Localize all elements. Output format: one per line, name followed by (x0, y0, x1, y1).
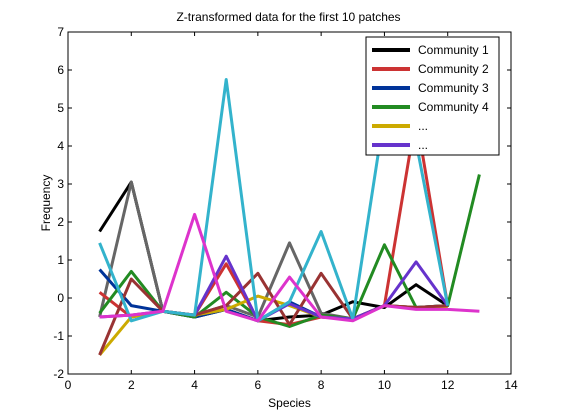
y-tick-label: -2 (53, 367, 64, 381)
legend-label: Community 1 (418, 43, 489, 57)
chart-title: Z-transformed data for the first 10 patc… (176, 10, 401, 24)
x-tick-label: 4 (191, 378, 198, 392)
y-tick-label: 5 (57, 101, 64, 115)
y-tick-label: 0 (57, 291, 64, 305)
legend-label: ... (418, 119, 428, 133)
y-tick-label: 6 (57, 63, 64, 77)
y-tick-label: 7 (57, 25, 64, 39)
legend-label: Community 2 (418, 62, 489, 76)
x-tick-label: 12 (441, 378, 455, 392)
x-tick-label: 2 (128, 378, 135, 392)
x-tick-label: 6 (255, 378, 262, 392)
y-tick-label: 2 (57, 215, 64, 229)
series-layer (98, 78, 481, 356)
series-line-10 (99, 212, 480, 323)
x-tick-label: 14 (504, 378, 518, 392)
legend-box (365, 36, 500, 156)
x-tick-label: 10 (378, 378, 392, 392)
axes-box (67, 31, 512, 375)
legend-label: Community 3 (418, 81, 489, 95)
legend-label: ... (418, 138, 428, 152)
y-tick-label: -1 (53, 329, 64, 343)
legend-label: Community 4 (418, 100, 489, 114)
y-tick-label: 4 (57, 139, 64, 153)
x-axis-label: Species (268, 396, 311, 410)
y-axis-label: Frequency (39, 174, 53, 232)
x-tick-label: 0 (65, 378, 72, 392)
y-tick-label: 3 (57, 177, 64, 191)
x-tick-label: 8 (318, 378, 325, 392)
legend: Community 1 Community 2 Community 3 Communi… (365, 36, 500, 156)
y-tick-label: 1 (57, 253, 64, 267)
